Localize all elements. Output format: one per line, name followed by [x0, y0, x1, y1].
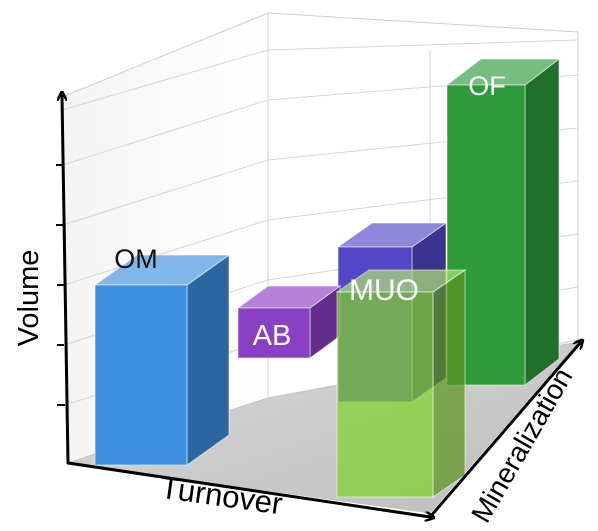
z-axis — [428, 343, 580, 519]
gridline — [61, 39, 579, 111]
bar-label: MUO — [349, 274, 419, 307]
bar-muo: MUO — [335, 269, 467, 498]
x-axis — [66, 461, 430, 517]
bar-of: OF — [445, 57, 561, 387]
axes — [62, 96, 580, 517]
bar-front-face — [94, 284, 188, 466]
bar-front-face — [237, 307, 311, 359]
bar-side-face — [432, 269, 466, 498]
bar-label: OM — [114, 244, 158, 274]
bar-side-face — [524, 57, 560, 387]
y-axis-label: Volume — [13, 250, 45, 347]
bar-front-face — [336, 291, 434, 498]
bar-om: OM — [93, 244, 231, 466]
bars-layer: OF HPT AB MUO OM — [93, 57, 561, 498]
bar-label: AB — [253, 320, 292, 352]
bar-label: HPT — [346, 168, 398, 198]
bar-label: OF — [468, 71, 506, 101]
bar-ab: AB — [236, 285, 342, 359]
bar-side-face — [186, 254, 230, 466]
y-axis — [62, 96, 70, 465]
